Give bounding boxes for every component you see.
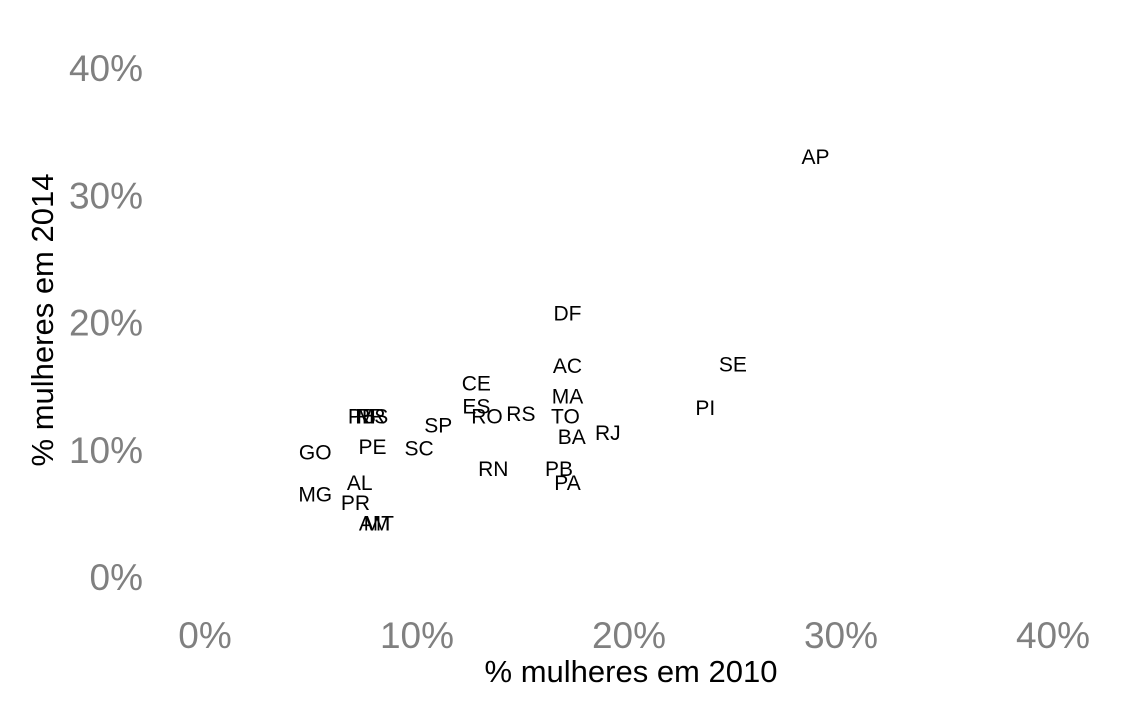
point-label-ba: BA <box>558 426 586 449</box>
point-label-pa: PA <box>554 472 580 495</box>
point-label-sp: SP <box>424 415 452 438</box>
y-tick-label: 40% <box>69 48 143 89</box>
point-label-go: GO <box>299 441 332 464</box>
point-label-df: DF <box>554 303 582 326</box>
point-label-pb: PB <box>545 458 573 481</box>
point-label-es: ES <box>462 395 490 418</box>
point-label-se: SE <box>719 353 747 376</box>
point-label-mt: MT <box>364 513 394 536</box>
x-tick-label: 10% <box>380 615 454 656</box>
point-label-ro: RO <box>471 406 503 429</box>
y-tick-label: 10% <box>69 430 143 471</box>
point-label-rn: RN <box>478 458 508 481</box>
y-axis-title: % mulheres em 2014 <box>25 174 60 467</box>
point-label-pb: PB <box>348 406 376 429</box>
x-axis-title: % mulheres em 2010 <box>485 654 778 689</box>
point-label-pi: PI <box>695 397 715 420</box>
point-label-pe: PE <box>358 436 386 459</box>
point-label-rr: RR <box>355 406 385 429</box>
y-tick-label: 0% <box>90 557 143 598</box>
point-label-mg: MG <box>298 483 332 506</box>
x-tick-label: 30% <box>804 615 878 656</box>
point-label-rs: RS <box>506 403 535 426</box>
x-tick-label: 20% <box>592 615 666 656</box>
point-label-ms: MS <box>357 406 389 429</box>
y-tick-label: 20% <box>69 303 143 344</box>
point-label-sc: SC <box>405 437 434 460</box>
point-label-al: AL <box>347 472 373 495</box>
x-axis-ticks: 0% 10% 20% 30% 40% <box>178 615 1090 656</box>
x-tick-label: 0% <box>178 615 231 656</box>
point-label-ma: MA <box>552 385 584 408</box>
y-axis-ticks: 0% 10% 20% 30% 40% <box>69 48 143 598</box>
point-label-to: TO <box>551 406 580 429</box>
y-tick-label: 30% <box>69 175 143 216</box>
point-label-rj: RJ <box>595 422 621 445</box>
point-label-ac: AC <box>553 355 582 378</box>
point-label-ap: AP <box>802 146 830 169</box>
point-label-ce: CE <box>462 373 491 396</box>
point-label-am: AM <box>359 513 391 536</box>
x-tick-label: 40% <box>1016 615 1090 656</box>
point-label-pr: PR <box>341 492 370 515</box>
